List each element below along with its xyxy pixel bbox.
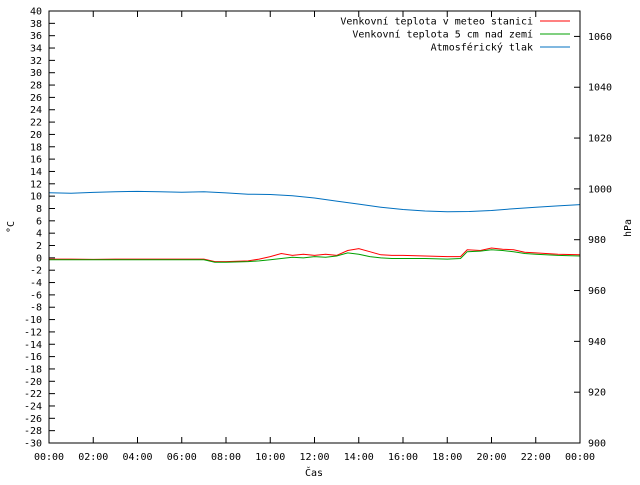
x-tick-label: 10:00 xyxy=(255,452,285,463)
y2-tick-label: 980 xyxy=(588,235,606,246)
y2-tick-label: 1020 xyxy=(588,134,612,145)
y-tick-label: 16 xyxy=(30,155,42,166)
y-tick-label: -18 xyxy=(24,364,42,375)
y-tick-label: -4 xyxy=(30,278,42,289)
y-axis-right: 900 920 940 960 980 1000 1020 1040 1060 xyxy=(574,32,612,450)
y-tick-label: -2 xyxy=(30,266,42,277)
y-tick-label: -26 xyxy=(24,414,42,425)
plot-frame xyxy=(48,10,581,444)
y-tick-label: 18 xyxy=(30,142,42,153)
y-tick-label: -28 xyxy=(24,426,42,437)
y-tick-label: 28 xyxy=(30,81,42,92)
x-tick-label: 20:00 xyxy=(476,452,506,463)
y-tick-label: 24 xyxy=(30,105,42,116)
y-tick-label: 22 xyxy=(30,118,42,129)
legend-label-0: Venkovní teplota v meteo stanici xyxy=(340,16,533,28)
x-tick-label: 02:00 xyxy=(78,452,108,463)
y-tick-label: -8 xyxy=(30,303,42,314)
y-tick-label: 6 xyxy=(36,216,42,227)
y2-tick-label: 940 xyxy=(588,337,606,348)
x-tick-label: 06:00 xyxy=(167,452,197,463)
y-tick-label: -12 xyxy=(24,327,42,338)
legend-label-1: Venkovní teplota 5 cm nad zemí xyxy=(352,29,533,41)
y-tick-label: -22 xyxy=(24,389,42,400)
y-tick-label: -10 xyxy=(24,315,42,326)
y2-tick-label: 960 xyxy=(588,286,606,297)
y-tick-label: -24 xyxy=(24,401,42,412)
y-tick-label: 32 xyxy=(30,56,42,67)
y-axis-left: -30-28-26-24-22-20-18-16-14-12-10-8-6-4-… xyxy=(24,7,55,450)
y-tick-label: -20 xyxy=(24,377,42,388)
series-line-2 xyxy=(48,190,581,213)
y-tick-label: 30 xyxy=(30,68,42,79)
series-line-1 xyxy=(49,249,581,263)
y-tick-label: 26 xyxy=(30,93,42,104)
x-tick-label: 22:00 xyxy=(521,452,551,463)
y-tick-label: 20 xyxy=(30,130,42,141)
y2-tick-label: 1040 xyxy=(588,83,612,94)
y-tick-label: -14 xyxy=(24,340,42,351)
x-tick-label: 18:00 xyxy=(432,452,462,463)
legend-label-2: Atmosférický tlak xyxy=(431,42,533,54)
x-tick-label: 04:00 xyxy=(122,452,152,463)
y-tick-label: 38 xyxy=(30,19,42,30)
y2-tick-label: 900 xyxy=(588,439,606,450)
x-tick-label: 08:00 xyxy=(211,452,241,463)
y2-axis-label: hPa xyxy=(623,219,634,237)
y-tick-label: 10 xyxy=(30,192,42,203)
y-tick-label: 12 xyxy=(30,179,42,190)
series-layer xyxy=(48,190,581,263)
legend: Venkovní teplota v meteo staniciVenkovní… xyxy=(340,16,570,54)
y-tick-label: 8 xyxy=(36,204,42,215)
y2-tick-label: 1000 xyxy=(588,184,612,195)
x-axis: 00:00 02:00 04:00 06:00 08:00 10:00 12:00 14:00… xyxy=(34,11,595,463)
y-tick-label: 2 xyxy=(36,241,42,252)
x-tick-label: 12:00 xyxy=(299,452,329,463)
x-tick-label: 14:00 xyxy=(344,452,374,463)
x-axis-label: Čas xyxy=(305,466,323,479)
y-tick-label: 0 xyxy=(36,253,42,264)
y-tick-label: -16 xyxy=(24,352,42,363)
y-tick-label: 36 xyxy=(30,31,42,42)
y-axis-label: °C xyxy=(6,221,17,233)
y-tick-label: -6 xyxy=(30,290,42,301)
y-tick-label: 4 xyxy=(36,229,42,240)
y2-tick-label: 920 xyxy=(588,388,606,399)
y2-tick-label: 1060 xyxy=(588,32,612,43)
y-tick-label: 34 xyxy=(30,44,42,55)
y-tick-label: 40 xyxy=(30,7,42,18)
x-tick-label: 00:00 xyxy=(34,452,64,463)
series-line-0 xyxy=(49,247,581,263)
y-tick-label: 14 xyxy=(30,167,42,178)
y-tick-label: -30 xyxy=(24,439,42,450)
x-tick-label: 00:00 xyxy=(565,452,595,463)
x-tick-label: 16:00 xyxy=(388,452,418,463)
